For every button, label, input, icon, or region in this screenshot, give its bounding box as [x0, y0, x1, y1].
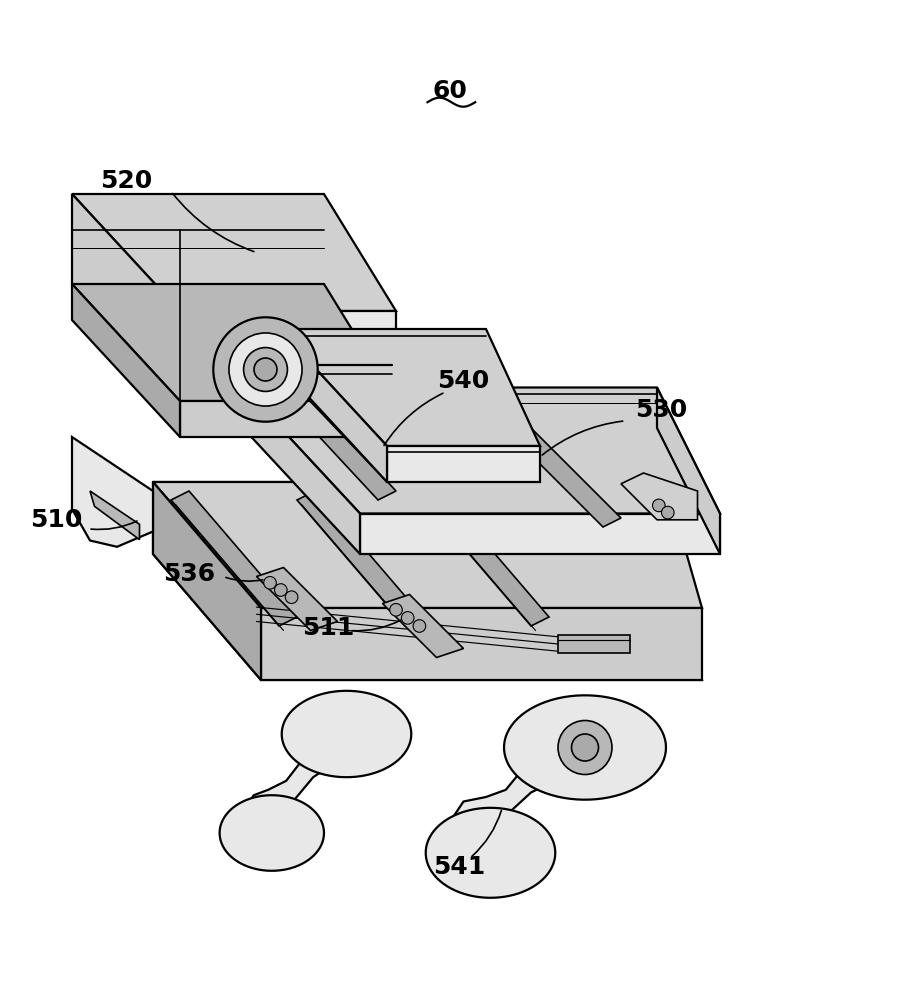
Polygon shape — [282, 691, 411, 777]
Text: 530: 530 — [635, 398, 688, 422]
Circle shape — [413, 620, 426, 632]
Polygon shape — [153, 482, 702, 680]
Polygon shape — [72, 437, 153, 547]
Circle shape — [254, 358, 277, 381]
Polygon shape — [279, 329, 387, 482]
Polygon shape — [256, 567, 338, 630]
Polygon shape — [171, 491, 297, 626]
Polygon shape — [180, 401, 396, 437]
Circle shape — [652, 499, 665, 512]
Polygon shape — [360, 514, 720, 554]
Polygon shape — [72, 194, 180, 401]
Text: 60: 60 — [433, 79, 467, 103]
Circle shape — [401, 612, 414, 624]
Polygon shape — [423, 491, 549, 626]
Polygon shape — [297, 491, 423, 626]
Polygon shape — [279, 329, 540, 446]
Text: 511: 511 — [302, 616, 355, 640]
Circle shape — [274, 584, 287, 596]
Polygon shape — [477, 392, 621, 527]
Polygon shape — [621, 473, 698, 520]
Polygon shape — [72, 284, 180, 437]
Polygon shape — [387, 446, 540, 482]
Circle shape — [662, 506, 674, 519]
Text: 510: 510 — [30, 508, 82, 532]
Circle shape — [244, 348, 287, 391]
Polygon shape — [245, 707, 410, 826]
Polygon shape — [454, 718, 648, 835]
Polygon shape — [90, 491, 140, 540]
Polygon shape — [558, 635, 630, 653]
Circle shape — [229, 333, 302, 406]
Polygon shape — [261, 365, 396, 500]
Polygon shape — [72, 284, 396, 401]
Circle shape — [390, 603, 402, 616]
Polygon shape — [220, 795, 324, 871]
Circle shape — [285, 591, 298, 603]
Circle shape — [558, 720, 612, 774]
Polygon shape — [382, 594, 464, 658]
Polygon shape — [261, 608, 702, 680]
Text: 540: 540 — [437, 369, 490, 393]
Circle shape — [213, 317, 318, 422]
Polygon shape — [426, 808, 555, 898]
Text: 536: 536 — [163, 562, 215, 586]
Polygon shape — [243, 387, 360, 554]
Text: 520: 520 — [100, 168, 152, 192]
Polygon shape — [297, 378, 450, 482]
Circle shape — [572, 734, 598, 761]
Polygon shape — [504, 695, 666, 800]
Polygon shape — [72, 194, 396, 311]
Polygon shape — [153, 482, 261, 680]
Circle shape — [264, 576, 276, 589]
Polygon shape — [180, 311, 396, 401]
Text: 541: 541 — [433, 855, 485, 879]
Polygon shape — [657, 387, 720, 554]
Polygon shape — [153, 482, 702, 608]
Polygon shape — [243, 387, 720, 514]
